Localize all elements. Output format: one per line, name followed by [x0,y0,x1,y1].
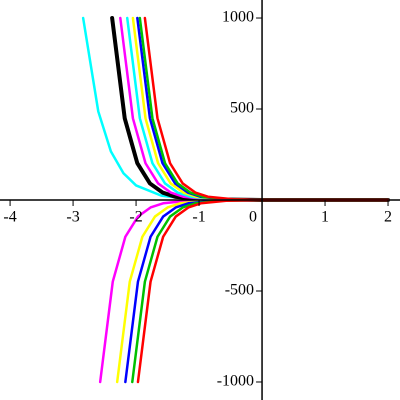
y-tick-label: -500 [225,282,254,299]
x-tick-label: -3 [66,209,79,226]
x-tick-label: -4 [3,209,16,226]
curve [143,16,390,202]
curve [119,16,390,202]
curve [136,198,390,384]
x-tick-label: 0 [249,209,257,226]
y-tick-label: -1000 [217,373,254,390]
x-tick-label: -1 [192,209,205,226]
y-tick-label: 500 [230,100,254,117]
x-tick-label: -2 [129,209,142,226]
x-tick-label: 2 [384,209,392,226]
y-tick-label: 1000 [222,9,254,26]
x-tick-label: 1 [321,209,329,226]
